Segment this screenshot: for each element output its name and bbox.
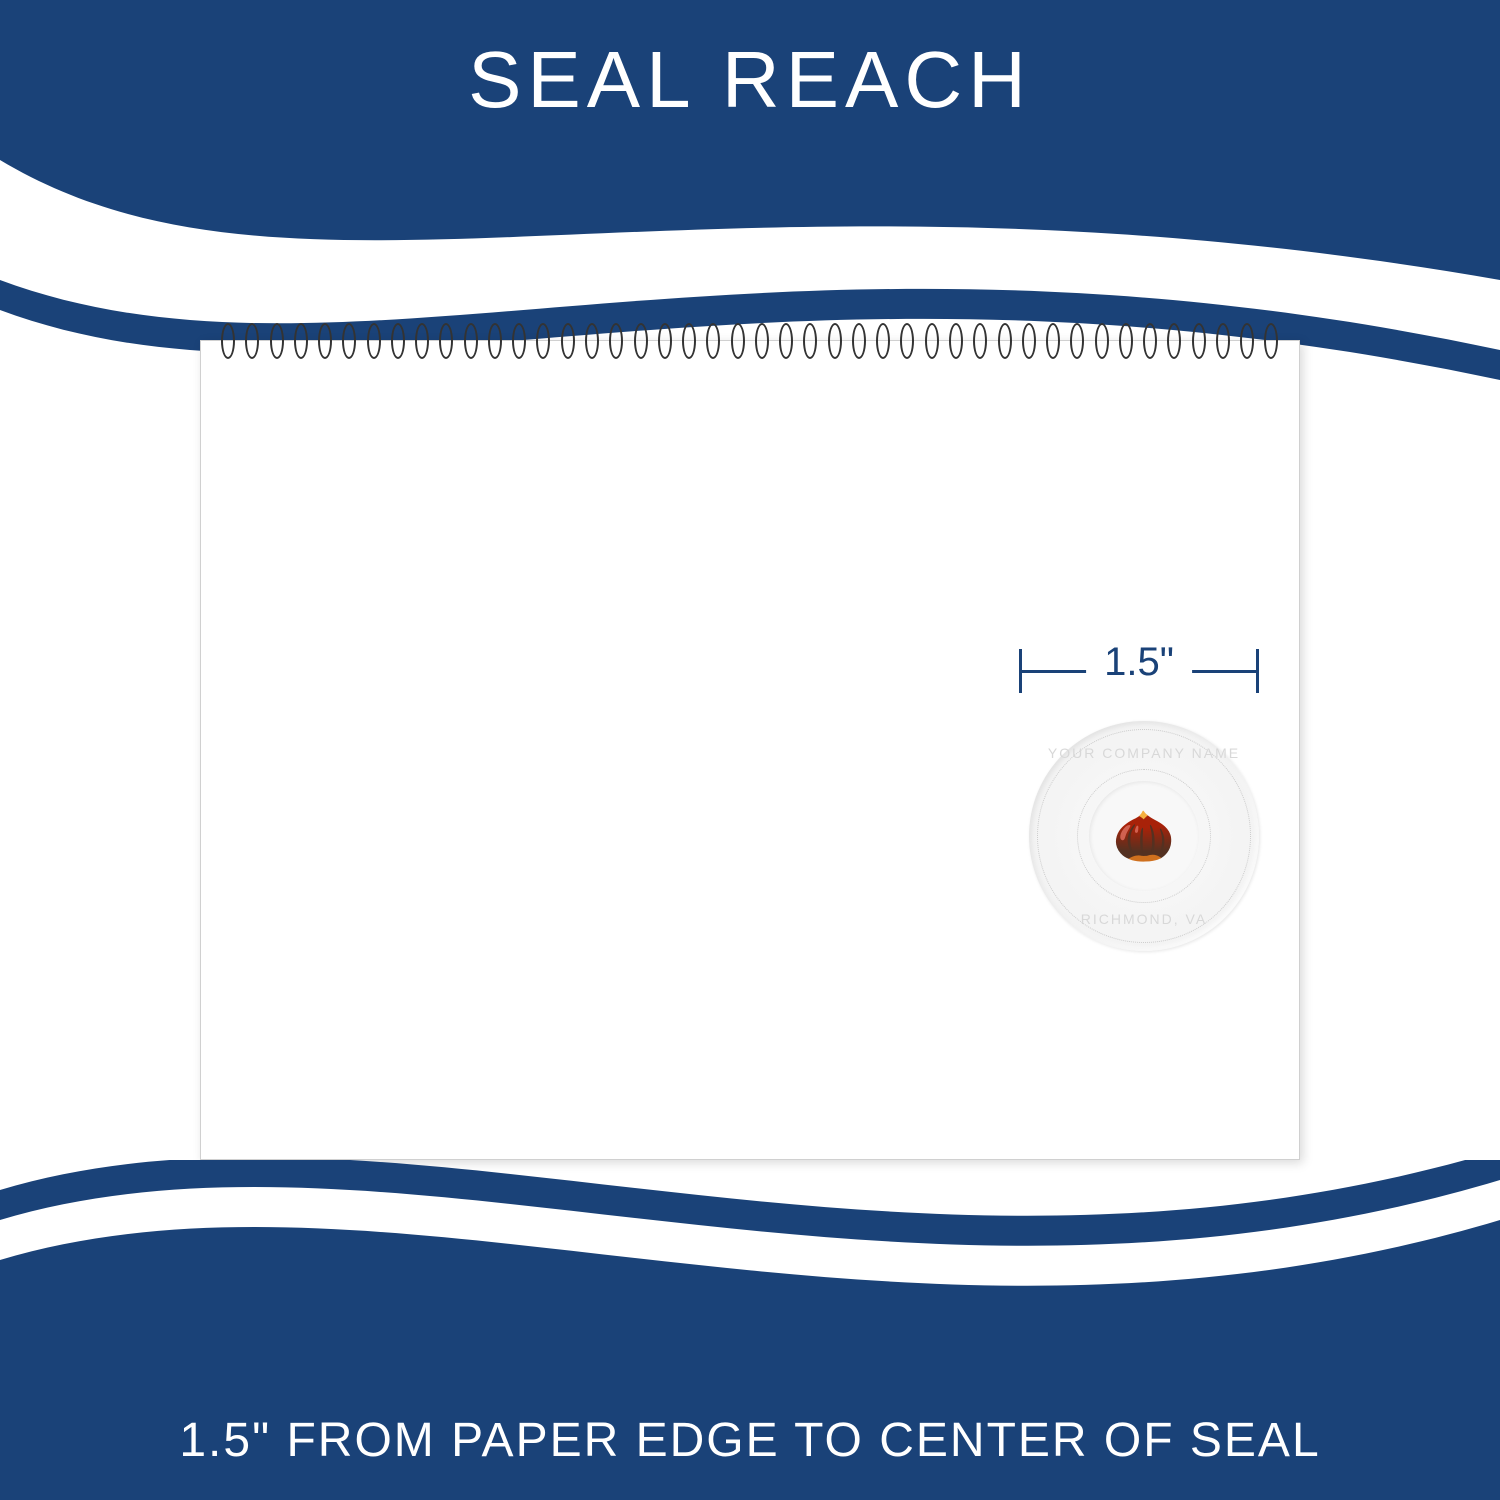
spiral-ring — [828, 323, 842, 359]
footer-caption: 1.5" FROM PAPER EDGE TO CENTER OF SEAL — [179, 1413, 1320, 1468]
spiral-ring — [512, 323, 526, 359]
spiral-ring — [852, 323, 866, 359]
spiral-ring — [998, 323, 1012, 359]
measure-tick-right — [1256, 649, 1259, 693]
embossed-seal: YOUR COMPANY NAME 🌰 RICHMOND, VA — [1029, 721, 1259, 951]
acorn-icon: 🌰 — [1113, 807, 1175, 866]
spiral-ring — [1143, 323, 1157, 359]
spiral-ring — [682, 323, 696, 359]
spiral-ring — [1264, 323, 1278, 359]
spiral-ring — [973, 323, 987, 359]
spiral-ring — [731, 323, 745, 359]
measurement-indicator: 1.5" — [1019, 646, 1259, 696]
footer-banner: 1.5" FROM PAPER EDGE TO CENTER OF SEAL — [0, 1380, 1500, 1500]
spiral-ring — [925, 323, 939, 359]
spiral-ring — [1119, 323, 1133, 359]
spiral-ring — [803, 323, 817, 359]
spiral-ring — [1192, 323, 1206, 359]
spiral-ring — [949, 323, 963, 359]
spiral-ring — [755, 323, 769, 359]
bottom-swoosh-decoration — [0, 1160, 1500, 1380]
seal-outer-ring: YOUR COMPANY NAME 🌰 RICHMOND, VA — [1029, 721, 1259, 951]
spiral-ring — [488, 323, 502, 359]
spiral-ring — [318, 323, 332, 359]
spiral-ring — [585, 323, 599, 359]
spiral-ring — [367, 323, 381, 359]
spiral-ring — [1022, 323, 1036, 359]
spiral-ring — [221, 323, 235, 359]
spiral-ring — [464, 323, 478, 359]
spiral-ring — [415, 323, 429, 359]
spiral-ring — [634, 323, 648, 359]
seal-company-text: YOUR COMPANY NAME — [1048, 745, 1240, 761]
notebook-page: 1.5" YOUR COMPANY NAME 🌰 RICHMOND, VA — [200, 340, 1300, 1160]
seal-location-text: RICHMOND, VA — [1081, 911, 1207, 927]
spiral-ring — [245, 323, 259, 359]
spiral-ring — [270, 323, 284, 359]
spiral-ring — [391, 323, 405, 359]
spiral-ring — [1070, 323, 1084, 359]
spiral-ring — [439, 323, 453, 359]
spiral-ring — [900, 323, 914, 359]
spiral-ring — [1167, 323, 1181, 359]
header-banner: SEAL REACH — [0, 0, 1500, 160]
seal-center-icon: 🌰 — [1089, 781, 1199, 891]
spiral-ring — [1216, 323, 1230, 359]
spiral-ring — [1046, 323, 1060, 359]
page-title: SEAL REACH — [468, 34, 1032, 126]
spiral-ring — [1095, 323, 1109, 359]
spiral-ring — [779, 323, 793, 359]
swoosh-bottom-svg — [0, 1160, 1500, 1380]
spiral-ring — [1240, 323, 1254, 359]
spiral-ring — [536, 323, 550, 359]
spiral-ring — [876, 323, 890, 359]
spiral-binding — [221, 323, 1279, 363]
spiral-ring — [609, 323, 623, 359]
swoosh-bottom-fill — [0, 1220, 1500, 1380]
spiral-ring — [342, 323, 356, 359]
spiral-ring — [658, 323, 672, 359]
spiral-ring — [706, 323, 720, 359]
notebook-container: 1.5" YOUR COMPANY NAME 🌰 RICHMOND, VA — [200, 310, 1300, 1160]
spiral-ring — [294, 323, 308, 359]
spiral-ring — [561, 323, 575, 359]
measure-label: 1.5" — [1086, 640, 1192, 685]
swoosh-top-fill — [0, 160, 1500, 280]
